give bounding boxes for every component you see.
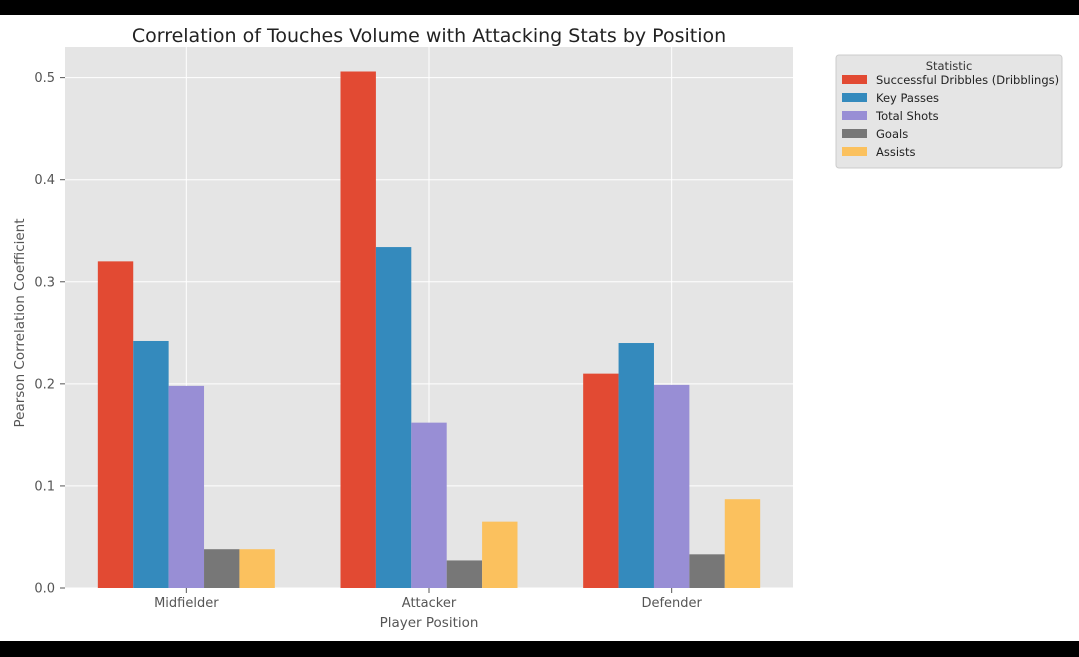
legend-label: Assists <box>876 145 916 159</box>
bar <box>375 247 412 588</box>
y-tick-label: 0.4 <box>34 173 55 188</box>
bar <box>482 521 518 588</box>
legend-title: Statistic <box>926 59 973 73</box>
legend-label: Successful Dribbles (Dribblings) <box>876 73 1059 87</box>
bar <box>411 422 447 588</box>
bar <box>583 373 619 588</box>
y-tick-label: 0.2 <box>34 377 55 392</box>
bar <box>97 261 134 588</box>
x-tick-label: Attacker <box>402 596 457 611</box>
y-tick-label: 0.3 <box>34 275 55 290</box>
bar <box>168 385 205 588</box>
bar <box>133 340 169 588</box>
legend-label: Key Passes <box>876 91 939 105</box>
bar <box>239 549 275 588</box>
bar <box>204 549 240 588</box>
bar <box>724 499 761 588</box>
y-tick-label: 0.1 <box>34 479 55 494</box>
bar <box>653 384 690 588</box>
x-tick-label: Defender <box>641 596 702 611</box>
legend-swatch <box>842 147 867 156</box>
grouped-bar-chart: Correlation of Touches Volume with Attac… <box>12 25 1063 631</box>
y-axis-label: Pearson Correlation Coefficient <box>12 218 28 427</box>
legend-swatch <box>842 111 867 120</box>
bar <box>446 560 483 588</box>
legend-label: Total Shots <box>875 109 939 123</box>
bar <box>689 554 725 588</box>
bar <box>618 343 654 588</box>
bar <box>340 71 376 588</box>
legend: Statistic Successful Dribbles (Dribbling… <box>835 54 1063 169</box>
legend-label: Goals <box>876 127 908 141</box>
y-tick-label: 0.0 <box>34 582 55 597</box>
legend-swatch <box>842 75 867 84</box>
legend-box <box>835 54 1063 169</box>
x-axis-label: Player Position <box>380 615 479 631</box>
x-tick-label: Midfielder <box>154 596 219 611</box>
chart-canvas: Correlation of Touches Volume with Attac… <box>0 15 1079 641</box>
legend-swatch <box>842 93 867 102</box>
chart-title: Correlation of Touches Volume with Attac… <box>132 25 726 47</box>
y-tick-label: 0.5 <box>34 71 55 86</box>
legend-swatch <box>842 129 867 138</box>
